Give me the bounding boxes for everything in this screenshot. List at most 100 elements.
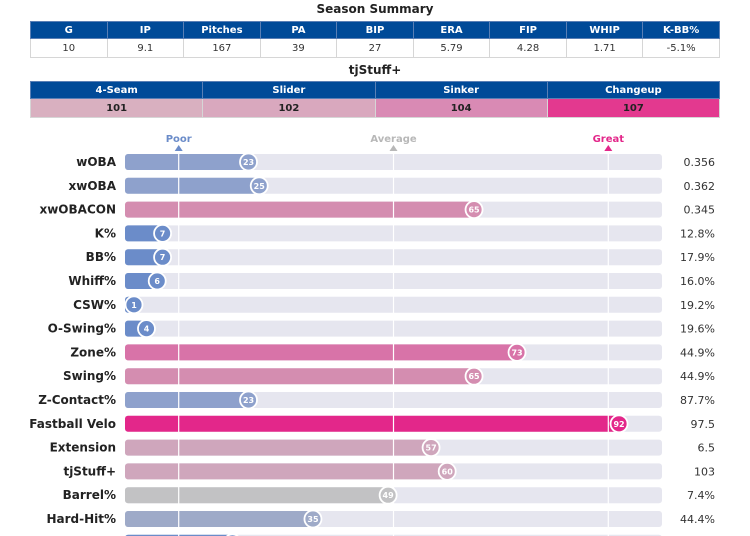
row-label: Extension <box>50 441 116 455</box>
tjstuff-value-sinker: 104 <box>374 98 548 118</box>
percentile-badge <box>378 485 398 505</box>
percentile-badge <box>153 223 172 243</box>
row-label: K% <box>95 226 116 240</box>
summary-value-era: 5.79 <box>412 38 491 58</box>
summary-header-fip: FIP <box>489 21 567 39</box>
percentile-badge <box>239 390 258 410</box>
tjstuff-header-slider: Slider <box>202 81 376 99</box>
scale-marker-average <box>389 145 398 151</box>
summary-value-k-bb: -5.1% <box>642 38 720 58</box>
percentile-badge <box>464 366 484 386</box>
row-value: 12.8% <box>680 227 715 240</box>
season-summary-value-row: 10 9.1 167 39 27 5.79 4.28 1.71 -5.1% <box>30 38 720 58</box>
row-label: xwOBACON <box>39 203 116 217</box>
scale-marker-poor <box>174 145 183 151</box>
row-label: BB% <box>86 250 116 264</box>
percentile-badge-text: 23 <box>243 396 254 405</box>
percentile-badge-text: 6 <box>154 277 160 286</box>
percentile-badge-text: 7 <box>160 229 166 238</box>
percentile-badge-text: 57 <box>426 444 437 453</box>
percentile-badge <box>153 247 172 267</box>
row-label: Whiff% <box>68 274 116 288</box>
row-value: 0.345 <box>684 204 716 217</box>
percentile-badge-text: 1 <box>131 301 137 310</box>
tjstuff-table: 4-Seam Slider Sinker Changeup 101 102 10… <box>29 81 721 118</box>
season-summary-table: G IP Pitches PA BIP ERA FIP WHIP K-BB% 1… <box>30 21 720 58</box>
row-label: wOBA <box>76 155 116 169</box>
percentile-badge <box>249 176 269 196</box>
percentile-badge-text: 65 <box>468 372 480 381</box>
summary-header-k-bb: K-BB% <box>642 21 720 39</box>
row-value: 17.9% <box>680 251 715 264</box>
percentile-bar <box>125 177 260 194</box>
row-label: Fastball Velo <box>29 417 116 431</box>
percentile-badge-text: 35 <box>307 515 319 524</box>
tjstuff-value-4-seam: 101 <box>29 98 204 118</box>
scale-marker-great <box>604 145 613 151</box>
percentile-badge <box>437 461 457 481</box>
percentile-bar <box>125 511 313 527</box>
row-label: Zone% <box>70 345 116 359</box>
percentile-badge-text: 60 <box>442 467 454 476</box>
percentile-badge <box>609 414 629 434</box>
percentile-bar <box>125 439 432 456</box>
row-label: Barrel% <box>63 488 116 502</box>
percentile-badge-text: 73 <box>511 348 522 357</box>
row-label: Swing% <box>63 369 116 383</box>
summary-value-pitches: 167 <box>183 38 261 58</box>
percentile-bar <box>125 392 249 408</box>
summary-value-ip: 9.1 <box>106 38 185 58</box>
summary-value-fip: 4.28 <box>489 38 567 58</box>
row-value: 87.7% <box>680 394 715 407</box>
row-value: 7.4% <box>687 489 715 502</box>
season-summary-title: Season Summary <box>316 2 434 16</box>
percentile-badge <box>303 509 323 529</box>
percentile-badge <box>421 438 441 458</box>
percentile-badge <box>239 152 258 172</box>
percentile-badge-text: 25 <box>254 182 266 191</box>
tjstuff-value-row: 101 102 104 107 <box>29 98 721 118</box>
summary-value-pa: 39 <box>259 38 338 58</box>
percentile-badge <box>464 200 484 220</box>
summary-header-bip: BIP <box>336 21 414 39</box>
percentile-badge-text: 92 <box>613 420 624 429</box>
tjstuff-value-changeup: 107 <box>546 98 721 118</box>
row-value: 44.9% <box>680 346 715 359</box>
row-value: 97.5 <box>691 418 716 431</box>
percentile-badge <box>124 295 144 315</box>
row-value: 44.4% <box>680 513 715 526</box>
percentile-badge-text: 7 <box>160 253 166 262</box>
tjstuff-header-row: 4-Seam Slider Sinker Changeup <box>29 81 721 99</box>
row-label: Hard-Hit% <box>46 512 116 526</box>
summary-value-bip: 27 <box>336 38 414 58</box>
season-summary-header-row: G IP Pitches PA BIP ERA FIP WHIP K-BB% <box>30 21 720 39</box>
percentile-bar <box>125 415 620 432</box>
percentile-bar <box>125 463 448 480</box>
scale-label-average: Average <box>370 134 417 145</box>
scale-label-poor: Poor <box>166 134 192 145</box>
row-label: tjStuff+ <box>63 464 116 478</box>
percentile-bar <box>125 249 163 266</box>
summary-header-g: G <box>30 21 108 39</box>
row-value: 44.9% <box>680 370 715 383</box>
percentile-bar <box>125 344 518 361</box>
row-value: 0.356 <box>684 156 716 169</box>
percentile-bar <box>125 225 163 242</box>
percentile-bar <box>125 368 475 385</box>
row-value: 16.0% <box>680 275 715 288</box>
summary-value-g: 10 <box>30 38 108 58</box>
percentile-bar <box>125 201 475 218</box>
summary-header-pa: PA <box>259 21 338 39</box>
row-label: Z-Contact% <box>38 393 116 407</box>
row-value: 19.6% <box>680 323 715 336</box>
row-value: 6.5 <box>698 442 716 455</box>
row-value: 0.362 <box>684 180 716 193</box>
row-value: 103 <box>694 465 715 478</box>
scale-label-great: Great <box>593 134 625 145</box>
row-label: xwOBA <box>69 179 117 193</box>
tjstuff-value-slider: 102 <box>202 98 376 118</box>
percentile-badge-text: 49 <box>383 491 395 500</box>
row-value: 19.2% <box>680 299 715 312</box>
percentile-badge <box>137 319 156 339</box>
